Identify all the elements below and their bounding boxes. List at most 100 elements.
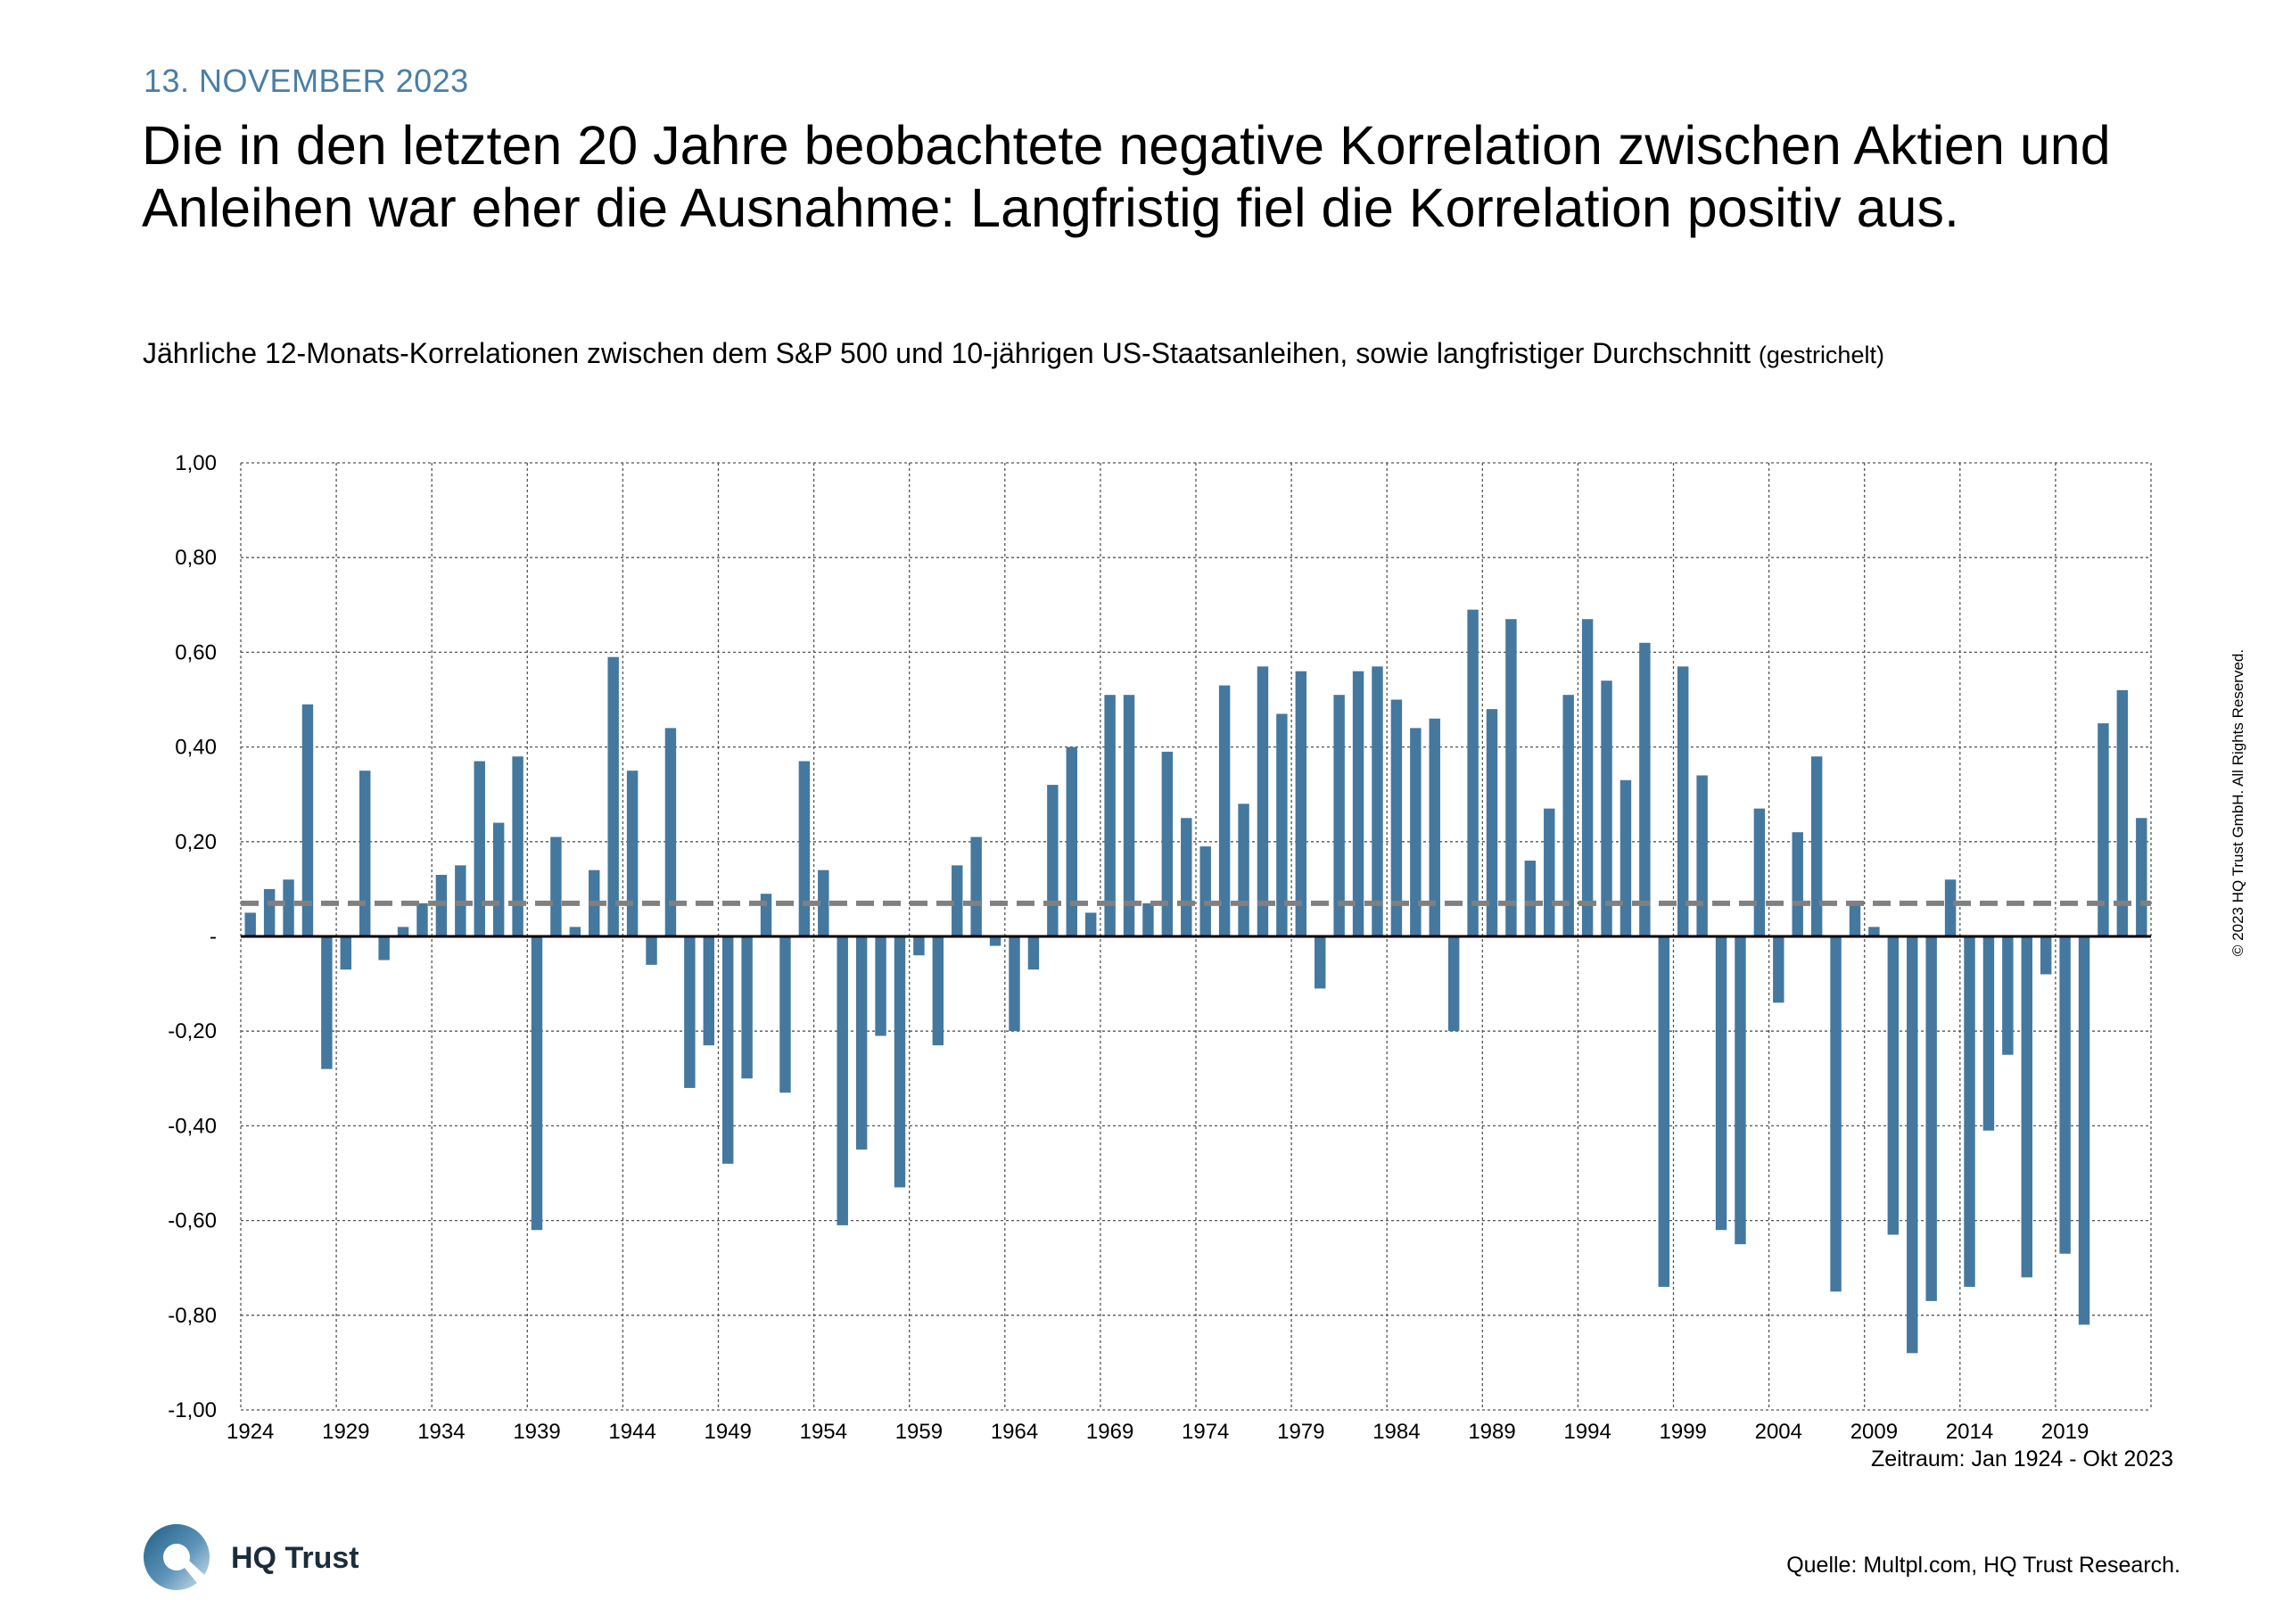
bar-1981 [1333, 695, 1345, 936]
bar-1961 [952, 865, 963, 936]
y-tick-label: -0,20 [168, 1019, 217, 1043]
bar-1953 [798, 761, 811, 936]
bar-1945 [646, 936, 657, 965]
bar-2020 [2078, 936, 2090, 1325]
bar-2003 [1753, 808, 1766, 936]
bar-1950 [741, 936, 753, 1079]
subtitle-note: (gestrichelt) [1758, 342, 1884, 368]
bar-1924 [244, 912, 256, 936]
bar-1940 [550, 837, 562, 936]
bar-1990 [1505, 619, 1517, 936]
hq-trust-logo: HQ Trust [143, 1523, 517, 1595]
bar-1998 [1658, 936, 1670, 1287]
y-axis-ticks: 1,00 0,80 0,60 0,40 0,20 - -0,20 -0,40 -0,60 -0,8… [168, 451, 217, 1422]
x-tick-label: 2014 [1946, 1420, 1993, 1444]
bar-1968 [1084, 912, 1097, 936]
bar-2011 [1907, 936, 1918, 1354]
bar-1974 [1199, 846, 1211, 936]
x-tick-label: 1974 [1182, 1420, 1229, 1444]
bar-2002 [1735, 936, 1746, 1245]
bar-2015 [1982, 936, 1995, 1131]
bar-1972 [1161, 751, 1174, 936]
x-tick-label: 1979 [1277, 1420, 1324, 1444]
x-tick-label: 1969 [1086, 1420, 1133, 1444]
bar-1938 [512, 756, 523, 936]
bar-1976 [1238, 804, 1249, 936]
bar-1962 [970, 837, 982, 936]
bar-1977 [1257, 666, 1269, 936]
bar-1947 [684, 936, 696, 1088]
bar-1991 [1524, 861, 1537, 936]
y-tick-label: 0,80 [175, 546, 217, 570]
x-tick-label: 1949 [705, 1420, 752, 1444]
x-tick-label: 1939 [513, 1420, 560, 1444]
bar-1957 [875, 936, 886, 1036]
bar-1954 [818, 870, 829, 936]
x-tick-label: 2009 [1850, 1420, 1898, 1444]
x-axis-ticks: 1924 1929 1934 1939 1944 1949 1954 1959 1964 1969… [227, 1420, 2089, 1444]
x-tick-label: 1964 [991, 1420, 1038, 1444]
bar-1952 [779, 936, 791, 1093]
y-tick-label: -1,00 [168, 1398, 217, 1422]
x-tick-label: 2004 [1755, 1420, 1802, 1444]
bar-1960 [932, 936, 944, 1046]
x-tick-label: 1954 [800, 1420, 847, 1444]
chart-subtitle: Jährliche 12-Monats-Korrelationen zwisch… [143, 337, 1884, 370]
headline: Die in den letzten 20 Jahre beobachtete … [142, 115, 2111, 238]
bar-1975 [1218, 685, 1231, 936]
bar-1936 [474, 761, 485, 936]
bar-1929 [340, 936, 352, 970]
bar-1944 [626, 771, 639, 936]
hq-trust-logo-icon [144, 1524, 214, 1593]
bar-2022 [2116, 689, 2129, 936]
bar-1978 [1276, 713, 1288, 936]
x-tick-label: 1989 [1468, 1420, 1515, 1444]
bar-2006 [1810, 756, 1823, 936]
bar-2021 [2098, 723, 2109, 936]
x-tick-label: 2019 [2041, 1420, 2089, 1444]
bar-2010 [1887, 936, 1900, 1235]
bar-2018 [2040, 936, 2052, 975]
bar-1993 [1562, 695, 1574, 936]
bar-1992 [1544, 808, 1555, 936]
x-tick-label: 1924 [227, 1420, 274, 1444]
bar-1955 [837, 936, 848, 1225]
copyright-note: © 2023 HQ Trust GmbH. All Rights Reserve… [2229, 648, 2246, 957]
y-tick-label: 0,40 [175, 736, 217, 760]
bar-1949 [721, 936, 734, 1164]
bar-1980 [1315, 936, 1326, 989]
y-tick-label: - [210, 925, 217, 949]
bar-1964 [1009, 936, 1020, 1032]
x-tick-label: 1984 [1372, 1420, 1420, 1444]
bar-1979 [1295, 671, 1307, 936]
bar-1989 [1486, 709, 1498, 936]
y-tick-label: 0,60 [175, 640, 217, 664]
y-tick-label: -0,40 [168, 1114, 217, 1138]
y-tick-label: 0,20 [175, 830, 217, 854]
bar-1988 [1467, 609, 1479, 936]
bar-2012 [1925, 936, 1937, 1301]
bar-1970 [1123, 695, 1135, 936]
bar-1967 [1066, 746, 1077, 936]
bar-1925 [263, 888, 276, 936]
bar-2017 [2021, 936, 2032, 1278]
x-tick-label: 1999 [1660, 1420, 1707, 1444]
bar-2019 [2059, 936, 2071, 1254]
bar-2023 [2136, 818, 2147, 936]
bar-1982 [1352, 671, 1364, 936]
subtitle-main: Jährliche 12-Monats-Korrelationen zwisch… [143, 337, 1751, 369]
bar-2009 [1868, 927, 1880, 936]
bar-1969 [1104, 695, 1116, 936]
bar-1997 [1639, 642, 1651, 936]
bar-1985 [1410, 728, 1422, 936]
chart-bars [244, 609, 2147, 1354]
x-tick-label: 1929 [322, 1420, 369, 1444]
bar-2004 [1773, 936, 1784, 1003]
bar-1937 [492, 822, 505, 936]
bar-2001 [1715, 936, 1727, 1231]
bar-2008 [1849, 903, 1861, 936]
bar-1946 [664, 728, 677, 936]
bar-1948 [703, 936, 715, 1046]
bar-1956 [855, 936, 868, 1150]
